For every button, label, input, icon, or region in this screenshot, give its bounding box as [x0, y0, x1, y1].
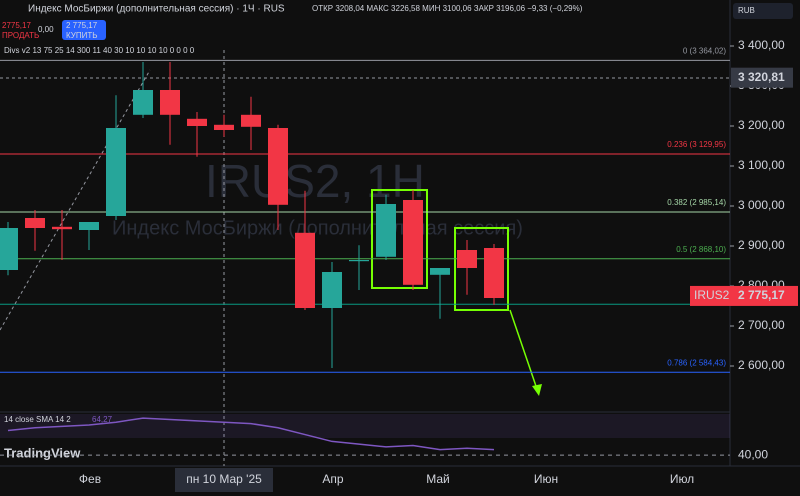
x-label: Июн	[534, 472, 558, 486]
y-tick-label: 2 600,00	[738, 358, 785, 372]
fib-label: 0.786 (2 584,43)	[667, 358, 726, 367]
indicator-band	[0, 414, 730, 438]
x-label: Май	[426, 472, 450, 486]
x-label: пн 10 Мар '25	[186, 472, 262, 486]
highlight-box	[371, 189, 428, 289]
indicator-line	[7, 417, 495, 451]
y-tick-label: 3 000,00	[738, 198, 785, 212]
spread: 0,00	[38, 25, 54, 34]
indicators: Divs v2 13 75 25 14 300 11 40 30 10 10 1…	[4, 46, 195, 55]
x-label: Апр	[322, 472, 344, 486]
ohlc: ОТКР 3208,04 МАКС 3226,58 МИН 3100,06 ЗА…	[312, 4, 583, 13]
candle-body	[457, 250, 477, 268]
candle-body	[295, 232, 315, 308]
last-price: 2 775,17	[738, 288, 785, 302]
buy-button[interactable]	[62, 20, 106, 40]
y-tick-label: 3 100,00	[738, 158, 785, 172]
candle-body	[214, 124, 234, 130]
candle-body	[25, 218, 45, 228]
candle-body	[106, 128, 126, 216]
candle-body	[268, 128, 288, 205]
sell-price[interactable]: 2775,17	[2, 21, 31, 30]
candle-body	[0, 228, 18, 270]
buy-label[interactable]: КУПИТЬ	[66, 31, 97, 40]
y-tick-label: 2 900,00	[738, 238, 785, 252]
arrow	[509, 309, 539, 393]
currency-select[interactable]	[733, 3, 793, 19]
x-label: Июл	[670, 472, 694, 486]
y-tick-label: 2 700,00	[738, 318, 785, 332]
y-tick-label: 40,00	[738, 447, 768, 461]
indicator-last: 64,27	[92, 415, 113, 424]
watermark: IRUS2, 1H	[205, 155, 425, 207]
candle-body	[133, 90, 153, 115]
candle-body	[349, 260, 369, 262]
indicator-title: 14 close SMA 14 2	[4, 415, 71, 424]
x-label: Фев	[79, 472, 101, 486]
fib-label: 0.5 (2 868,10)	[676, 245, 726, 254]
y-tick-label: 3 200,00	[738, 118, 785, 132]
last-price-bg	[690, 285, 798, 306]
candle-body	[484, 248, 504, 298]
crosshair-price: 3 320,81	[738, 70, 785, 84]
candle-body	[241, 114, 261, 127]
candle-body	[430, 268, 450, 275]
arrow-head	[532, 384, 542, 396]
brand: TradingView	[4, 445, 81, 460]
candle-body	[187, 118, 207, 126]
candle-body	[160, 90, 180, 115]
y-tick-label: 3 400,00	[738, 38, 785, 52]
last-symbol: IRUS2	[694, 288, 730, 302]
crosshair-price-bg	[731, 67, 793, 88]
candle-body	[79, 222, 99, 230]
candle-body	[376, 204, 396, 257]
crosshair-date-bg	[175, 468, 273, 492]
sell-label[interactable]: ПРОДАТЬ	[2, 31, 39, 40]
buy-price[interactable]: 2 775,17	[66, 21, 98, 30]
highlight-box	[454, 227, 509, 311]
fib-label: 0 (3 364,02)	[683, 47, 726, 56]
candle-body	[403, 200, 423, 285]
trend-line	[0, 69, 151, 331]
fib-label: 0.382 (2 985,14)	[667, 198, 726, 207]
title: Индекс МосБиржи (дополнительная сессия) …	[28, 4, 285, 15]
candle-body	[322, 272, 342, 308]
currency[interactable]: RUB	[738, 6, 755, 15]
candle-body	[52, 226, 72, 230]
fib-label: 0.236 (3 129,95)	[667, 140, 726, 149]
